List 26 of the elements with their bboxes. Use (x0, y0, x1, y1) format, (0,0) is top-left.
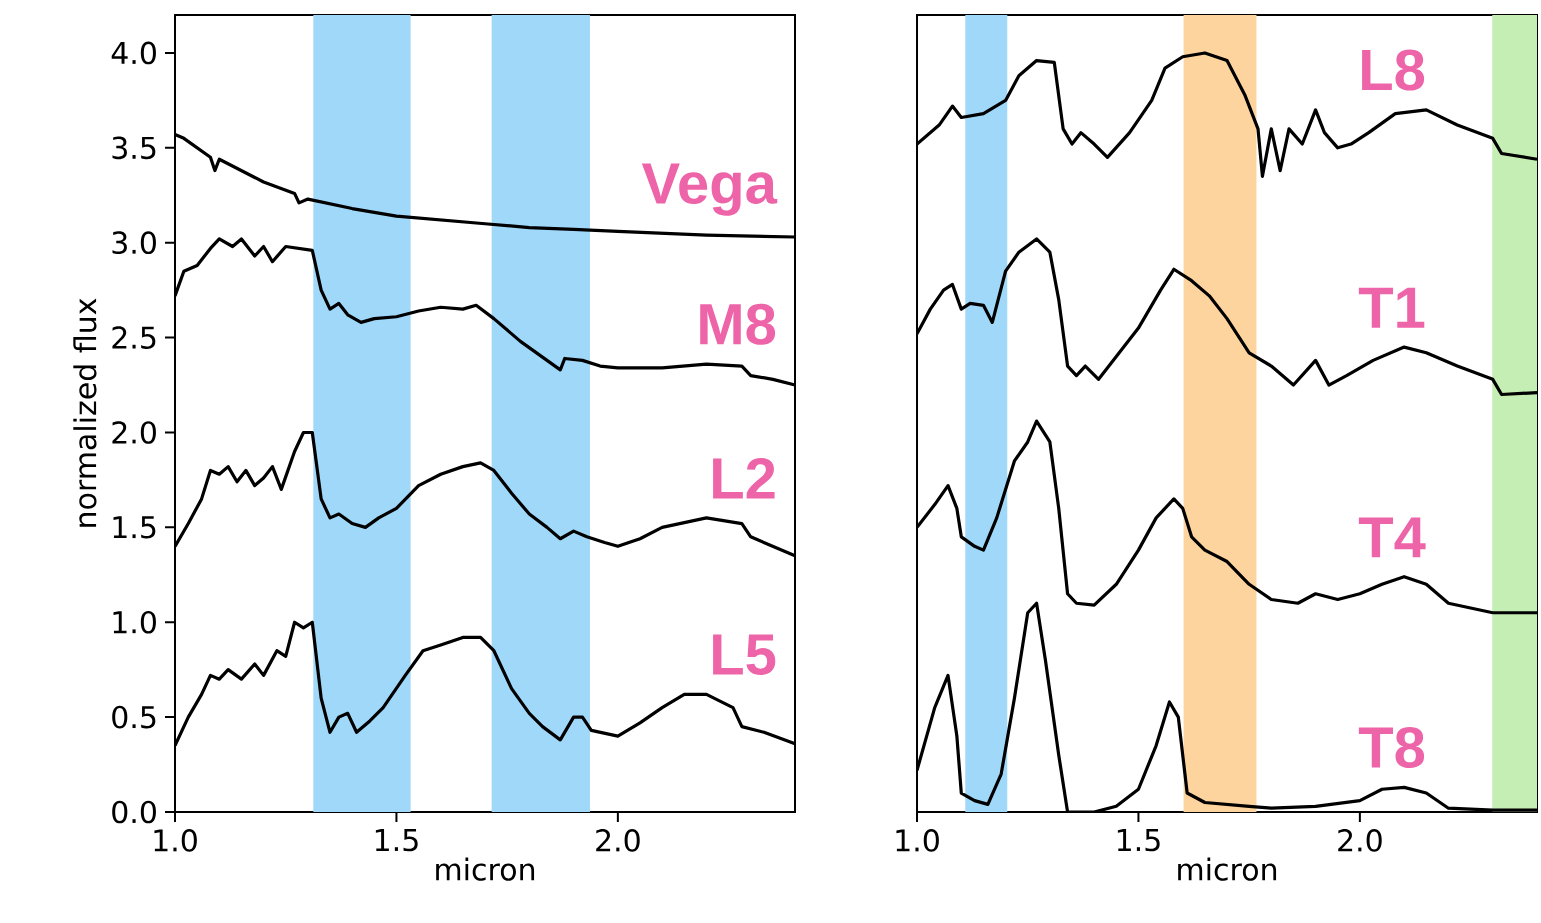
y-tick-label: 3.5 (112, 136, 156, 160)
series-label: M8 (700, 303, 776, 345)
series-label: T4 (1358, 517, 1426, 558)
x-axis-title: micron (1178, 857, 1277, 881)
series-label: L5 (713, 634, 776, 675)
y-tick-label: 2.5 (112, 326, 156, 349)
x-tick-label: 1.5 (375, 829, 418, 852)
y-tick-label: 0.5 (112, 705, 156, 729)
y-tick-label: 1.5 (113, 516, 156, 539)
x-tick-label: 2.0 (596, 829, 640, 852)
series-label: T1 (1358, 287, 1425, 328)
y-tick-label: 1.0 (113, 610, 156, 634)
y-axis-title: normalized flux (73, 298, 97, 527)
series-label: T8 (1358, 726, 1425, 768)
y-tick-label: 2.0 (112, 421, 156, 444)
y-tick-label: 3.0 (112, 231, 156, 255)
series-label: Vega (641, 163, 778, 216)
x-tick-label: 1.5 (1117, 829, 1160, 852)
y-tick-label: 4.0 (111, 41, 156, 65)
x-axis-title: micron (436, 857, 535, 881)
series-label: L8 (1362, 49, 1425, 91)
y-tick-label: 0.0 (112, 800, 156, 824)
x-tick-label: 2.0 (1338, 829, 1382, 852)
series-label: L2 (713, 458, 775, 499)
x-tick-label: 1.0 (154, 829, 197, 852)
x-tick-label: 1.0 (896, 829, 939, 852)
